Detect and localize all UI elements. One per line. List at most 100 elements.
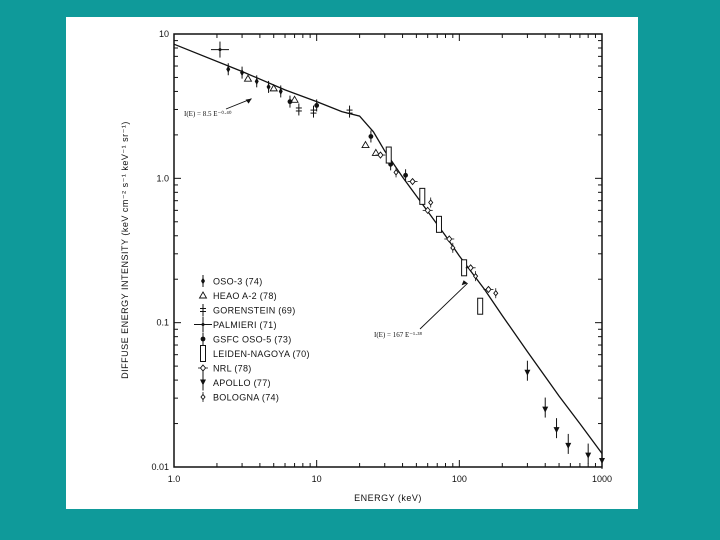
annotation-arrowhead: [245, 98, 252, 104]
data-point: [393, 167, 399, 178]
marker-shape: [493, 289, 499, 297]
marker-shape: [368, 134, 374, 139]
marker-shape: [446, 235, 453, 243]
axis-ticks: 1.0 10 100 1000 10 1.0 0.1 0.01: [151, 29, 612, 484]
data-point: [477, 297, 484, 315]
data-point: [278, 85, 283, 98]
data-point: [419, 187, 426, 205]
marker-shape: [393, 169, 399, 176]
data-point: [524, 360, 531, 381]
legend-label: NRL (78): [213, 364, 252, 374]
data-point: [465, 264, 476, 272]
legend-label: HEAO A-2 (78): [213, 291, 277, 301]
annotation-label: I(E) = 8.5 E⁻⁰·⁴⁰: [184, 110, 232, 118]
data-points: [210, 41, 605, 470]
x-tick-label: 1.0: [168, 474, 181, 484]
marker-shape: [428, 199, 434, 206]
marker-shape: [524, 369, 531, 376]
legend-symbol: [198, 291, 208, 299]
marker-shape: [385, 146, 392, 164]
data-point: [266, 80, 271, 93]
data-point: [473, 271, 479, 282]
marker-shape: [266, 83, 271, 91]
y-tick-label: 0.1: [156, 318, 169, 328]
legend-label: LEIDEN-NAGOYA (70): [213, 349, 310, 359]
marker-shape: [278, 87, 283, 95]
model-curve: [173, 43, 603, 454]
data-point: [553, 418, 560, 439]
marker-shape: [199, 364, 207, 372]
legend-label: APOLLO (77): [213, 378, 271, 388]
data-point: [368, 130, 374, 143]
marker-shape: [287, 99, 293, 105]
marker-shape: [450, 244, 456, 252]
marker-shape: [435, 215, 442, 233]
y-tick-label: 0.01: [151, 462, 169, 472]
marker-shape: [565, 442, 572, 449]
x-tick-label: 100: [452, 474, 467, 484]
marker-shape: [553, 427, 560, 434]
data-point: [407, 177, 418, 186]
legend-label: OSO-3 (74): [213, 277, 263, 287]
data-point: [483, 285, 494, 294]
marker-shape: [403, 172, 408, 178]
data-point: [422, 206, 433, 215]
marker-shape: [200, 345, 206, 362]
marker-shape: [419, 187, 426, 205]
y-tick-label: 1.0: [156, 173, 169, 183]
data-point: [599, 449, 605, 470]
data-point: [310, 105, 317, 118]
legend-symbol: [200, 304, 206, 316]
y-axis-title: DIFFUSE ENERGY INTENSITY (keV cm⁻² s⁻¹ k…: [120, 121, 130, 379]
legend-symbol: [194, 316, 212, 333]
data-point: [375, 151, 386, 159]
legend: OSO-3 (74) HEAO A-2 (78) GORENSTEIN (69) PA…: [194, 275, 310, 403]
annotations: I(E) = 8.5 E⁻⁰·⁴⁰ I(E) = 167 E⁻¹·³⁸: [184, 98, 468, 339]
marker-shape: [200, 393, 206, 401]
legend-symbol: [200, 345, 206, 362]
marker-shape: [599, 458, 605, 465]
data-point: [403, 169, 408, 182]
chart-figure: 1.0 10 100 1000 10 1.0 0.1 0.01 I(E) = 8.5 E⁻⁰·…: [66, 17, 638, 509]
x-tick-label: 1000: [592, 474, 612, 484]
legend-symbol: [200, 333, 206, 345]
marker-shape: [201, 323, 205, 326]
data-point: [314, 99, 320, 112]
data-point: [565, 433, 572, 454]
legend-label: GSFC OSO-5 (73): [213, 335, 292, 345]
legend-symbol: [201, 275, 205, 287]
annotation-arrowhead: [461, 280, 468, 286]
marker-shape: [467, 264, 474, 272]
marker-shape: [473, 272, 479, 280]
data-point: [450, 242, 456, 253]
data-point: [243, 74, 253, 82]
marker-shape: [243, 74, 253, 82]
data-point: [269, 83, 279, 92]
marker-shape: [240, 69, 245, 77]
data-point: [385, 146, 392, 164]
model-curve-line: [173, 43, 603, 454]
marker-shape: [254, 77, 259, 85]
marker-shape: [269, 83, 279, 92]
marker-shape: [200, 379, 206, 386]
legend-symbol: [200, 370, 206, 391]
data-point: [295, 103, 302, 116]
marker-shape: [200, 336, 206, 342]
marker-shape: [198, 291, 208, 299]
data-point: [240, 66, 245, 79]
data-point: [254, 75, 259, 88]
marker-shape: [485, 285, 492, 294]
legend-label: PALMIERI (71): [213, 320, 277, 330]
marker-shape: [201, 277, 205, 285]
annotation-arrow: [419, 282, 468, 330]
data-point: [210, 41, 229, 58]
x-axis-title: ENERGY (keV): [354, 493, 422, 503]
data-point: [361, 140, 370, 149]
marker-shape: [218, 48, 222, 52]
marker-shape: [424, 206, 431, 215]
marker-shape: [585, 452, 592, 459]
x-tick-label: 10: [312, 474, 322, 484]
marker-shape: [226, 65, 231, 73]
marker-shape: [477, 297, 484, 315]
